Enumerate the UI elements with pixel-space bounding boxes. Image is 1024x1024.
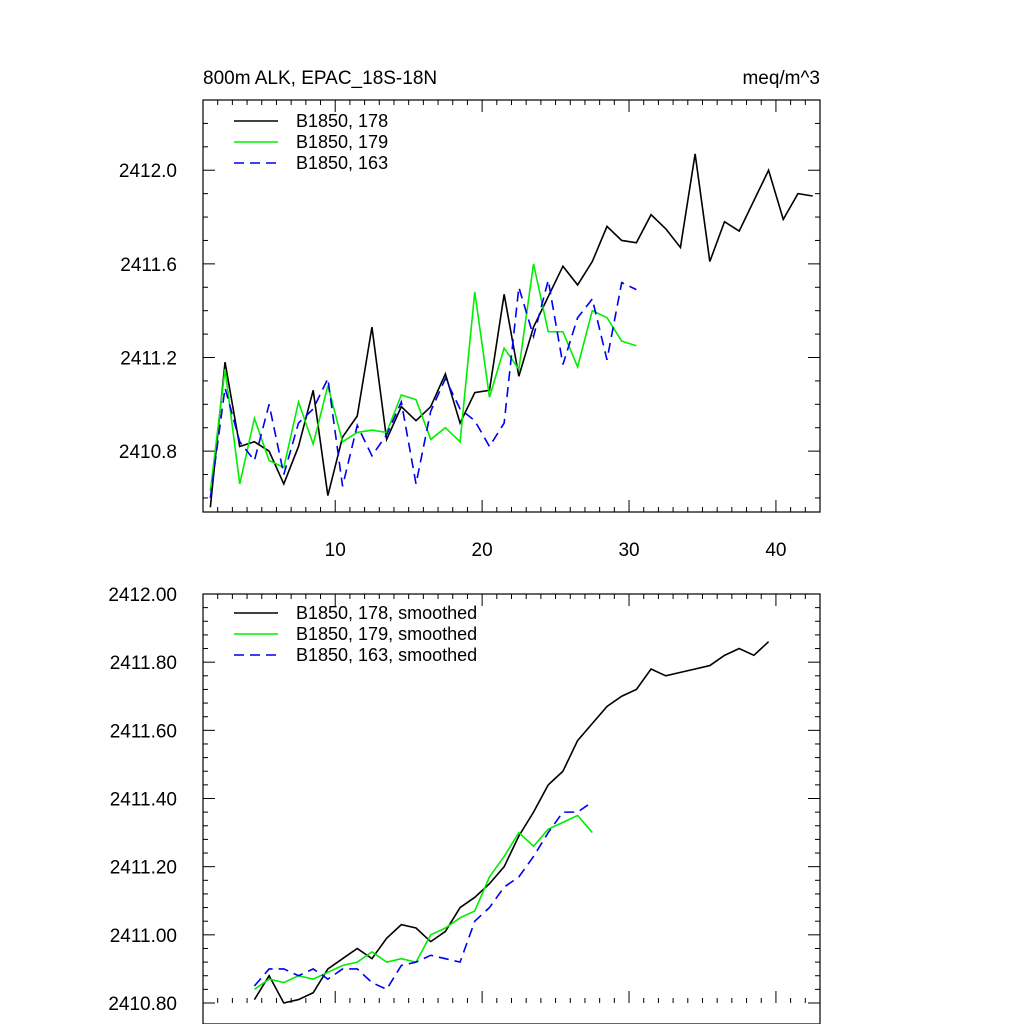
y-tick-label: 2411.2: [120, 349, 177, 370]
y-tick-label: 2412.0: [119, 161, 177, 182]
legend-label-0: B1850, 178, smoothed: [296, 603, 477, 623]
legend-label-0: B1850, 178: [296, 111, 388, 131]
x-tick-label: 40: [765, 540, 786, 561]
legend-label-1: B1850, 179, smoothed: [296, 624, 477, 644]
series-line-0: [209, 153, 813, 508]
top-plot-frame: [202, 99, 821, 513]
top-ticks: [202, 99, 821, 512]
x-tick-label: 20: [472, 540, 493, 561]
series-line-1: [253, 814, 593, 991]
y-tick-label: 2410.80: [108, 994, 177, 1015]
top-chart-title: 800m ALK, EPAC_18S-18N: [203, 68, 437, 89]
legend-label-2: B1850, 163, smoothed: [296, 645, 477, 665]
y-tick-label: 2411.60: [110, 721, 177, 742]
top-chart-units: meq/m^3: [742, 68, 820, 89]
y-tick-label: 2411.6: [120, 255, 177, 276]
y-tick-label: 2411.80: [110, 653, 177, 674]
y-tick-label: 2412.00: [108, 585, 177, 606]
bottom-tick-labels: 2410.80 2411.00 2411.20 2411.40 2411.60 2411.…: [108, 585, 177, 1015]
x-tick-label: 30: [618, 540, 639, 561]
legend-label-2: B1850, 163: [296, 153, 388, 173]
top-tick-labels: 10 20 30 40 2410.8 2411.2 2411.6 2412.0: [119, 161, 787, 561]
top-series-lines: [209, 153, 813, 508]
x-tick-label: 10: [325, 540, 346, 561]
y-tick-label: 2410.8: [119, 442, 177, 463]
series-line-2: [253, 801, 593, 991]
series-line-0: [253, 641, 770, 1004]
series-line-1: [209, 263, 637, 492]
y-tick-label: 2411.00: [110, 926, 177, 947]
bottom-series-lines: [253, 641, 770, 1004]
y-tick-label: 2411.40: [110, 790, 177, 811]
top-panel: 800m ALK, EPAC_18S-18N meq/m^3 B1850, 17…: [119, 68, 821, 561]
series-line-2: [209, 280, 637, 499]
bottom-plot-frame: [202, 593, 821, 1024]
legend-label-1: B1850, 179: [296, 132, 388, 152]
y-tick-label: 2411.20: [110, 858, 177, 879]
